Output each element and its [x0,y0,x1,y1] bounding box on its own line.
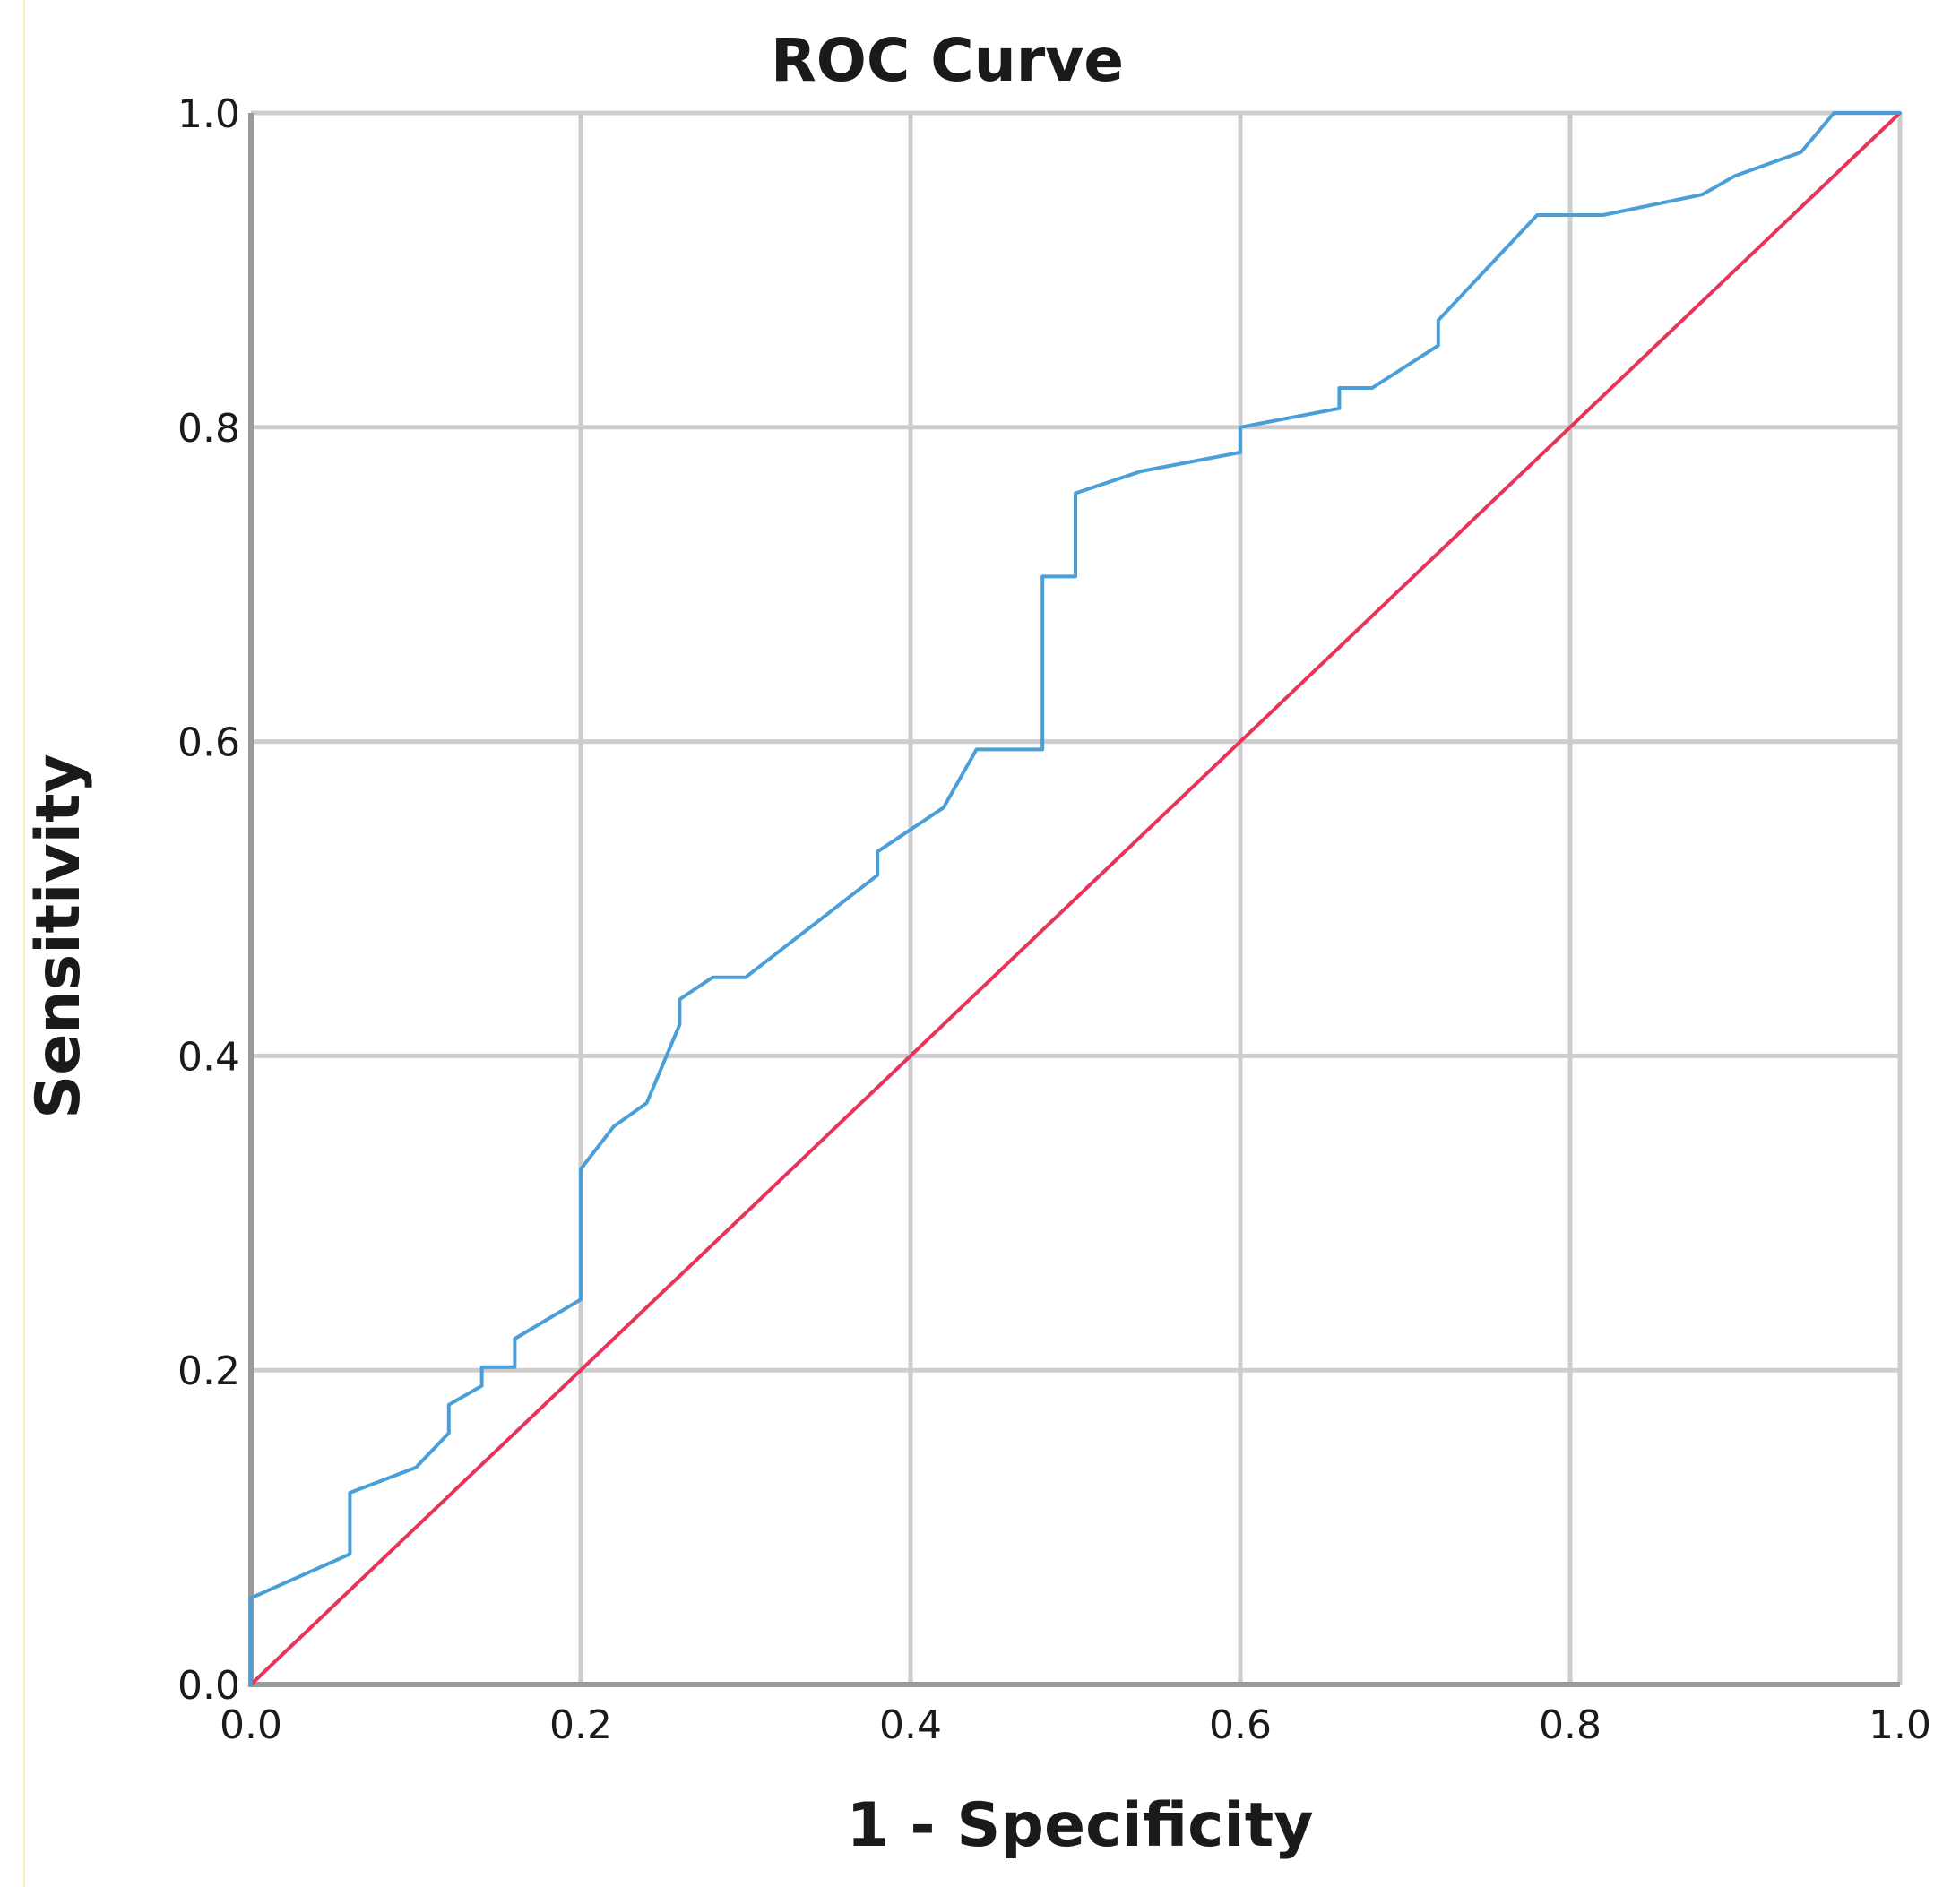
reference-line-line [249,111,1902,1686]
roc-curve-line [249,111,1902,1686]
y-axis-title: Sensitivity [23,754,94,1119]
x-tick-label: 1.0 [1869,1702,1931,1748]
tick-labels: 0.0 0.2 0.4 0.6 0.8 1.0 0.0 0.2 0.4 0.6 0.8 1.0 [177,91,1931,1748]
y-tick-label: 0.4 [177,1034,240,1080]
y-tick-label: 0.0 [177,1663,240,1709]
left-edge-line [23,0,25,1887]
y-tick-label: 0.8 [177,406,240,452]
y-tick-label: 0.2 [177,1348,240,1394]
y-tick-label: 1.0 [177,91,240,137]
x-tick-label: 0.6 [1209,1702,1272,1748]
axes [248,113,1900,1687]
x-tick-label: 0.0 [220,1702,282,1748]
chart-title: ROC Curve [771,26,1124,95]
grid [251,110,1903,1685]
x-tick-label: 0.4 [879,1702,942,1748]
x-tick-label: 0.8 [1539,1702,1602,1748]
y-tick-label: 0.6 [177,720,240,766]
x-axis-title: 1 - Specificity [846,1790,1313,1861]
x-tick-label: 0.2 [549,1702,612,1748]
series [249,111,1902,1686]
